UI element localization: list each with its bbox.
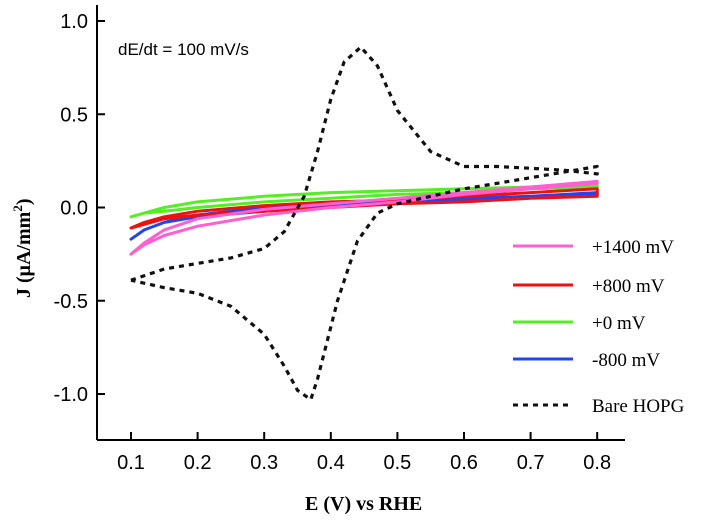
y-tick-label: 0.0 (60, 198, 88, 220)
x-tick-label: 0.8 (583, 452, 611, 474)
series-line-800-mv (129, 187, 599, 230)
series-line-1400-mv (129, 179, 599, 256)
y-axis-label-superscript: 2 (10, 205, 25, 212)
x-tick-label: 0.7 (517, 452, 545, 474)
legend-label: +800 mV (592, 276, 665, 297)
legend-label: +1400 mV (592, 237, 674, 258)
x-tick-label: 0.6 (450, 452, 478, 474)
y-tick-label: -0.5 (54, 291, 88, 313)
legend: +1400 mV +800 mV +0 mV -800 mV Bare HOPG (513, 237, 685, 417)
legend-label: -800 mV (592, 350, 660, 371)
legend-label: Bare HOPG (592, 396, 685, 417)
y-tick-label: 0.5 (60, 104, 88, 126)
y-axis-label-close: ) (13, 199, 35, 206)
x-tick-label: 0.5 (383, 452, 411, 474)
legend-label: +0 mV (592, 313, 646, 334)
y-tick-label: -1.0 (54, 384, 88, 406)
x-tick-label: 0.2 (184, 452, 212, 474)
x-axis-label: E (V) vs RHE (305, 493, 422, 515)
y-axis-label-main: J (μA/mm (13, 211, 35, 298)
y-axis-label: J (μA/mm2) (10, 199, 35, 299)
x-tick-label: 0.4 (317, 452, 345, 474)
annotation-scan-rate: dE/dt = 100 mV/s (118, 40, 249, 59)
series-line-bare-hopg (130, 45, 599, 402)
y-tick-label: 1.0 (60, 11, 88, 33)
series-line-0-mv (129, 183, 599, 219)
x-axis-ticks: 0.1 0.2 0.3 0.4 0.5 0.6 0.7 0.8 (117, 432, 611, 474)
x-tick-label: 0.1 (117, 452, 145, 474)
x-tick-label: 0.3 (250, 452, 278, 474)
plot-area (129, 45, 599, 402)
y-axis-ticks: 1.0 0.5 0.0 -0.5 -1.0 (54, 11, 105, 406)
